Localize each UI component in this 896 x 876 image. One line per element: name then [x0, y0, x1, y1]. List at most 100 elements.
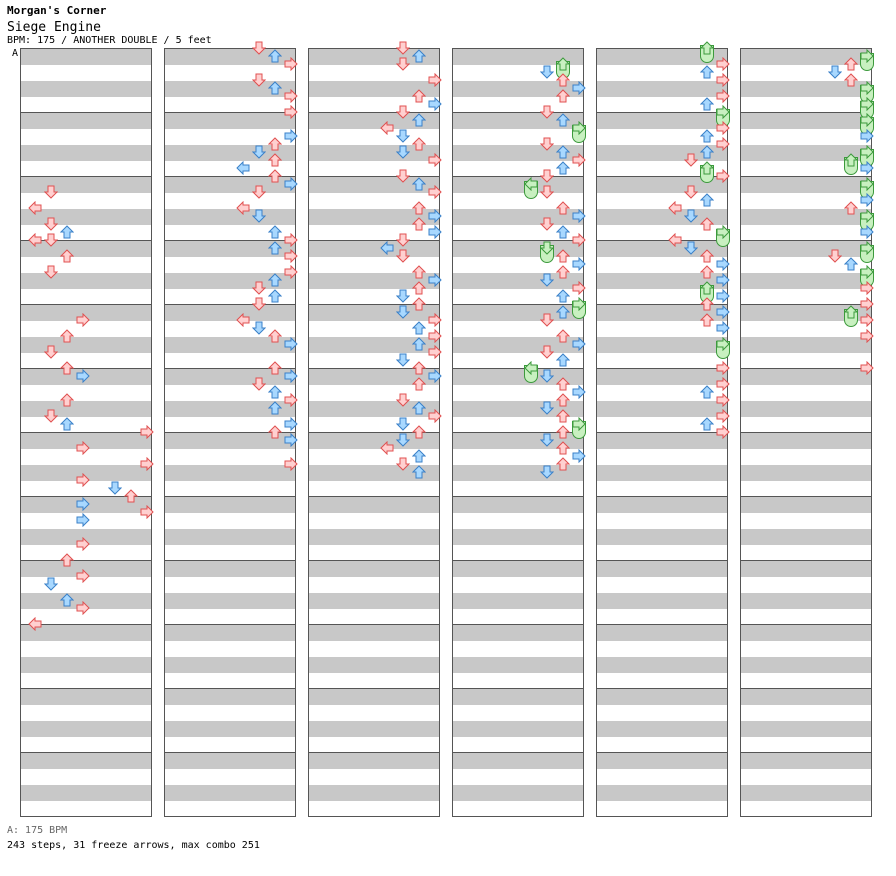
step-stats: 243 steps, 31 freeze arrows, max combo 2…: [7, 840, 260, 851]
arrow-up-icon: [556, 393, 570, 407]
arrow-up-icon: [700, 217, 714, 231]
arrow-up-icon: [60, 225, 74, 239]
measure: [740, 752, 872, 817]
arrow-down-icon: [252, 145, 266, 159]
arrow-down-icon: [108, 481, 122, 495]
arrow-down-icon: [540, 137, 554, 151]
arrow-right-icon: [860, 161, 874, 175]
arrow-right-icon: [284, 89, 298, 103]
arrow-up-icon: [844, 73, 858, 87]
arrow-down-icon: [44, 233, 58, 247]
arrow-left-icon: [380, 121, 394, 135]
arrow-down-icon: [252, 185, 266, 199]
arrow-right-icon: [76, 569, 90, 583]
arrow-right-icon: [716, 169, 730, 183]
arrow-down-icon: [540, 313, 554, 327]
arrow-right-icon: [860, 113, 874, 127]
measure: [20, 624, 152, 689]
arrow-right-icon: [284, 129, 298, 143]
arrow-down-icon: [396, 289, 410, 303]
arrow-right-icon: [76, 497, 90, 511]
measure: [308, 752, 440, 817]
arrow-right-icon: [860, 97, 874, 111]
measure: [596, 752, 728, 817]
arrow-right-icon: [572, 385, 586, 399]
arrow-down-icon: [396, 417, 410, 431]
arrow-up-icon: [412, 201, 426, 215]
measure: [740, 624, 872, 689]
arrow-up-icon: [844, 153, 858, 167]
arrow-down-icon: [396, 57, 410, 71]
arrow-right-icon: [860, 225, 874, 239]
arrow-up-icon: [412, 337, 426, 351]
measure: [164, 496, 296, 561]
arrow-down-icon: [44, 265, 58, 279]
arrow-right-icon: [860, 209, 874, 223]
chart-column: [596, 48, 728, 817]
arrow-right-icon: [572, 449, 586, 463]
arrow-down-icon: [540, 185, 554, 199]
arrow-down-icon: [396, 305, 410, 319]
arrow-up-icon: [412, 425, 426, 439]
measure: [20, 688, 152, 753]
measure: [596, 432, 728, 497]
arrow-up-icon: [556, 201, 570, 215]
arrow-up-icon: [412, 361, 426, 375]
arrow-up-icon: [556, 225, 570, 239]
arrow-up-icon: [268, 401, 282, 415]
arrow-up-icon: [700, 97, 714, 111]
arrow-up-icon: [412, 177, 426, 191]
arrow-right-icon: [428, 369, 442, 383]
arrow-right-icon: [76, 473, 90, 487]
measure: [740, 496, 872, 561]
measure: [308, 496, 440, 561]
measure: [308, 560, 440, 625]
measure: [308, 624, 440, 689]
arrow-up-icon: [844, 57, 858, 71]
arrow-right-icon: [860, 297, 874, 311]
arrow-right-icon: [428, 73, 442, 87]
arrow-right-icon: [572, 153, 586, 167]
measure: [452, 752, 584, 817]
measure: [164, 560, 296, 625]
arrow-right-icon: [428, 225, 442, 239]
arrow-right-icon: [428, 97, 442, 111]
arrow-right-icon: [860, 177, 874, 191]
arrow-up-icon: [700, 193, 714, 207]
arrow-right-icon: [860, 329, 874, 343]
arrow-up-icon: [412, 321, 426, 335]
arrow-up-icon: [268, 361, 282, 375]
arrow-up-icon: [556, 457, 570, 471]
arrow-right-icon: [284, 249, 298, 263]
arrow-up-icon: [412, 377, 426, 391]
measure: [740, 240, 872, 305]
arrow-right-icon: [716, 57, 730, 71]
chart-column: [20, 48, 152, 817]
song-title: Siege Engine: [7, 20, 101, 35]
arrow-down-icon: [540, 369, 554, 383]
arrow-up-icon: [268, 289, 282, 303]
arrow-right-icon: [76, 441, 90, 455]
measure: [452, 496, 584, 561]
measure: [452, 560, 584, 625]
arrow-up-icon: [412, 89, 426, 103]
arrow-right-icon: [76, 601, 90, 615]
measure: [740, 688, 872, 753]
arrow-left-icon: [236, 313, 250, 327]
arrow-up-icon: [700, 249, 714, 263]
arrow-right-icon: [284, 393, 298, 407]
arrow-left-icon: [668, 201, 682, 215]
arrow-down-icon: [396, 145, 410, 159]
arrow-down-icon: [396, 457, 410, 471]
arrow-up-icon: [556, 265, 570, 279]
arrow-right-icon: [284, 417, 298, 431]
arrow-right-icon: [428, 329, 442, 343]
arrow-right-icon: [716, 273, 730, 287]
arrow-left-icon: [236, 161, 250, 175]
arrow-right-icon: [860, 193, 874, 207]
arrow-right-icon: [860, 129, 874, 143]
arrow-down-icon: [396, 129, 410, 143]
arrow-up-icon: [700, 385, 714, 399]
arrow-down-icon: [684, 209, 698, 223]
arrow-up-icon: [556, 57, 570, 71]
